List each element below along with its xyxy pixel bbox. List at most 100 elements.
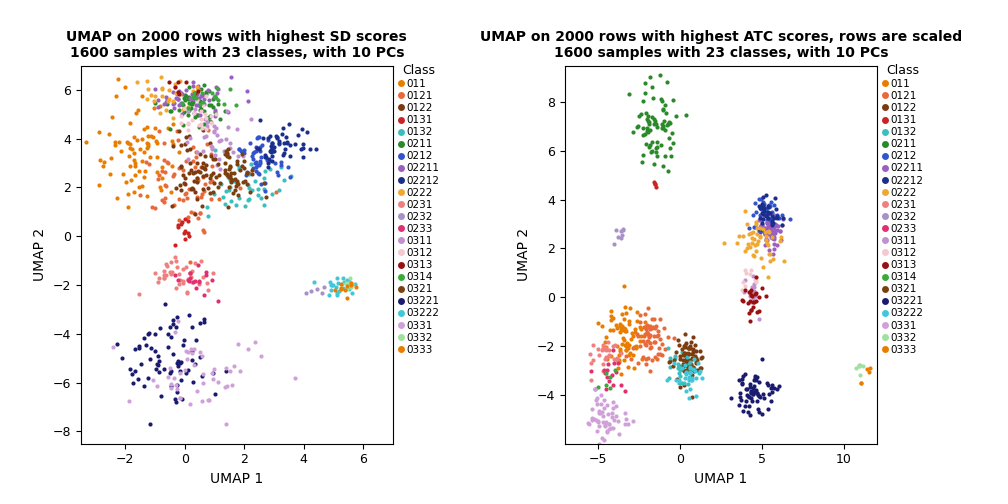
Point (754, 221, 770, 229)
Point (115, 170, 131, 178)
Point (201, 396, 217, 404)
Point (620, 420, 636, 428)
Point (196, 91, 212, 99)
Point (177, 96, 194, 104)
Point (137, 167, 153, 175)
Point (675, 342, 691, 350)
Point (215, 193, 231, 201)
Point (157, 272, 173, 280)
Point (180, 213, 197, 221)
Point (583, 350, 599, 358)
Point (186, 95, 203, 103)
Point (630, 122, 646, 130)
Point (639, 328, 655, 336)
Point (158, 260, 174, 268)
Point (648, 144, 664, 152)
Point (177, 190, 194, 198)
Point (745, 303, 761, 311)
Point (210, 100, 226, 108)
Point (184, 356, 201, 364)
Point (654, 123, 670, 132)
Point (770, 222, 786, 230)
Point (748, 386, 764, 394)
Point (149, 139, 165, 147)
Point (754, 219, 770, 227)
Point (749, 230, 765, 238)
Point (744, 234, 760, 242)
Point (239, 168, 255, 176)
Point (197, 95, 213, 103)
Point (597, 369, 613, 377)
Point (156, 156, 172, 164)
Point (749, 389, 765, 397)
Point (723, 395, 739, 403)
Point (668, 112, 684, 120)
Point (611, 430, 627, 438)
Point (678, 369, 695, 377)
Point (154, 163, 170, 171)
Point (621, 341, 637, 349)
Point (760, 381, 776, 389)
Point (158, 182, 174, 191)
Point (174, 90, 191, 98)
Point (596, 404, 612, 412)
Point (173, 99, 190, 107)
Point (170, 87, 186, 95)
Point (136, 125, 152, 133)
Point (161, 86, 177, 94)
Point (222, 153, 238, 161)
Point (239, 87, 255, 95)
Point (204, 89, 220, 97)
Point (600, 401, 616, 409)
Point (164, 268, 180, 276)
Point (178, 369, 195, 377)
Point (610, 233, 626, 241)
Point (595, 418, 611, 426)
Point (591, 440, 607, 448)
Point (171, 280, 187, 288)
Point (236, 149, 252, 157)
Point (232, 146, 248, 154)
Point (681, 356, 698, 364)
Point (645, 338, 661, 346)
Point (654, 340, 670, 348)
Point (239, 169, 255, 177)
Point (731, 401, 747, 409)
Point (210, 160, 226, 168)
Point (760, 227, 776, 235)
Point (676, 351, 692, 359)
Point (748, 292, 764, 300)
Point (605, 381, 621, 389)
Point (172, 369, 188, 377)
Point (232, 163, 248, 171)
Point (755, 202, 771, 210)
Point (256, 185, 272, 193)
Point (186, 109, 203, 117)
Point (165, 172, 181, 180)
Point (167, 398, 183, 406)
Point (591, 319, 607, 327)
Point (257, 186, 273, 195)
Point (592, 409, 608, 417)
Point (610, 417, 626, 425)
Point (178, 190, 195, 198)
Point (755, 199, 771, 207)
Point (180, 119, 197, 128)
Point (190, 174, 206, 182)
Point (187, 94, 204, 102)
Point (270, 186, 286, 194)
Point (160, 343, 176, 351)
Point (751, 293, 767, 301)
Point (653, 141, 669, 149)
Point (650, 350, 666, 358)
Point (677, 343, 694, 351)
Point (638, 360, 654, 368)
Point (747, 241, 763, 249)
Point (222, 139, 238, 147)
Point (663, 152, 679, 160)
Point (114, 353, 130, 361)
Point (178, 347, 195, 355)
Point (747, 276, 763, 284)
Point (339, 294, 355, 302)
Point (188, 93, 205, 101)
